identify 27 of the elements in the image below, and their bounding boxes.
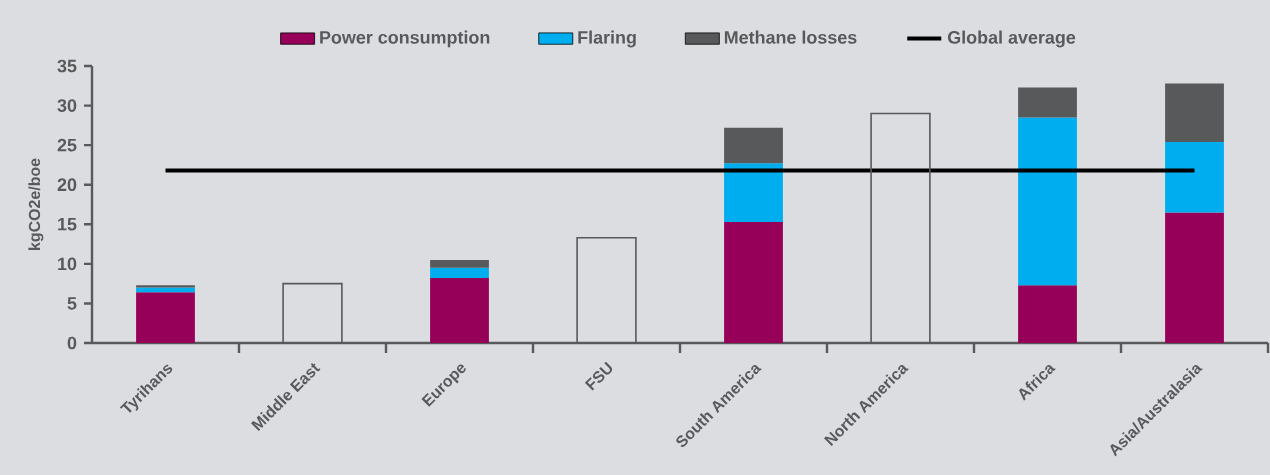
bar <box>430 259 489 268</box>
bar <box>1018 285 1077 343</box>
bar <box>1018 87 1077 118</box>
legend-label: Flaring <box>578 30 636 48</box>
y-tick-label: 20 <box>57 178 77 192</box>
bar <box>136 292 195 343</box>
y-tick-label: 35 <box>57 59 77 73</box>
y-tick-label: 30 <box>57 99 77 112</box>
bar <box>724 127 783 164</box>
y-tick-label: 0 <box>67 336 77 350</box>
bar <box>1165 83 1224 142</box>
bar <box>430 278 489 343</box>
y-tick-label: 25 <box>57 138 77 152</box>
legend-label: Power consumption <box>320 30 490 48</box>
legend-label: Global average <box>947 30 1076 48</box>
bar <box>1165 141 1224 213</box>
y-tick-label: 10 <box>58 257 77 271</box>
legend-label: Methane losses <box>724 30 857 44</box>
bar <box>136 285 195 288</box>
y-tick-label: 15 <box>58 218 77 231</box>
bar <box>430 267 489 279</box>
bar <box>1018 117 1077 286</box>
bar <box>1165 212 1224 343</box>
y-axis-title: kgCO2e/boe <box>28 158 44 250</box>
bar <box>724 221 783 343</box>
y-tick-label: 5 <box>67 297 77 310</box>
bar <box>724 163 783 222</box>
